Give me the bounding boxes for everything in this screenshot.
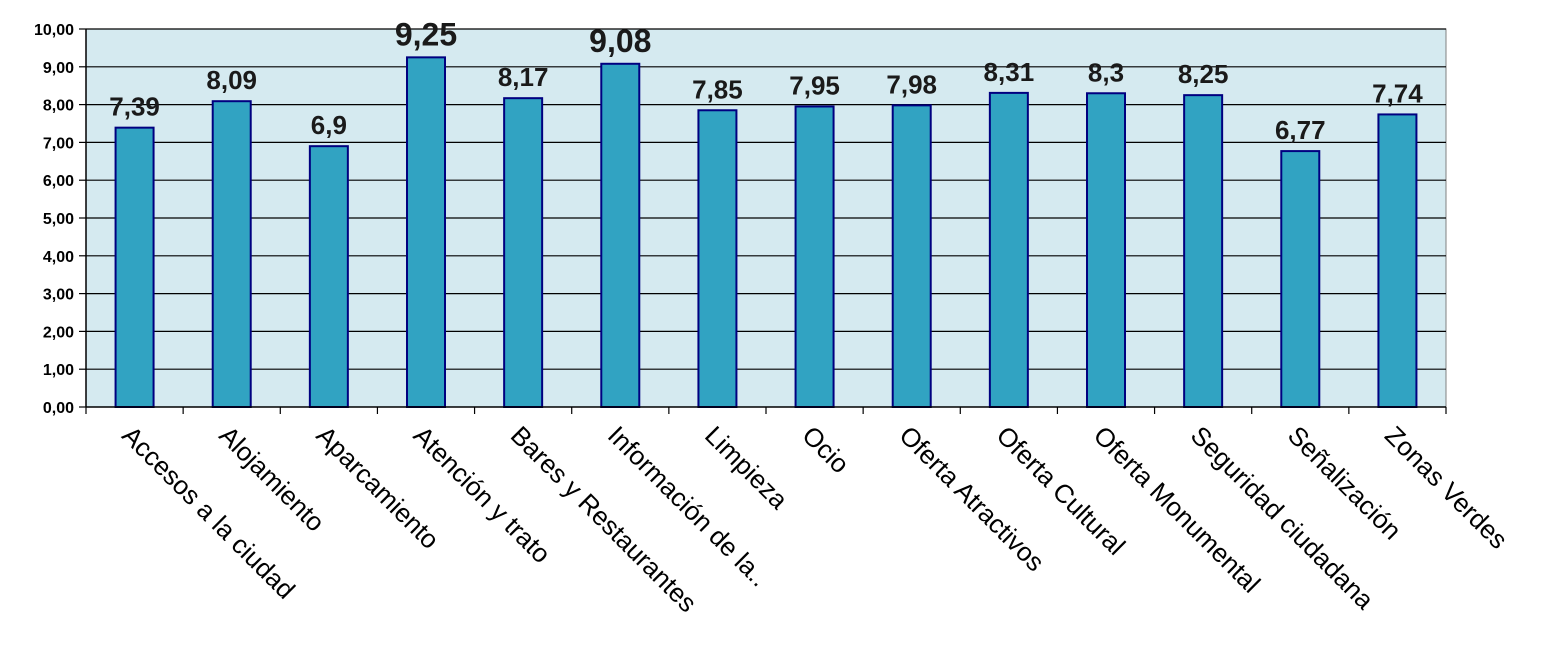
data-label: 7,98 (886, 69, 937, 99)
bar (1280, 150, 1321, 408)
data-label: 7,95 (789, 70, 840, 100)
data-label: 8,31 (984, 57, 1035, 87)
y-tick-label: 0,00 (43, 400, 74, 417)
data-label: 9,08 (589, 23, 651, 59)
data-label: 7,74 (1372, 78, 1423, 108)
bar (1183, 94, 1224, 409)
data-label: 8,25 (1178, 59, 1229, 89)
bar (600, 62, 641, 408)
y-tick-label: 7,00 (43, 135, 74, 152)
bar (1086, 92, 1126, 408)
y-tick-label: 3,00 (43, 287, 74, 304)
bar (891, 104, 932, 409)
bar (114, 126, 155, 409)
data-labels: 7,39 8,09 6,9 9,25 8,17 9,08 7,85 7,95 7,98 8,31 8… (109, 16, 1423, 145)
bar (406, 56, 446, 408)
x-tick-label: Información de la.. (602, 420, 774, 592)
x-tick-label: Zonas Verdes (1379, 420, 1514, 555)
bar (988, 91, 1029, 409)
x-tick-label: Oferta Monumental (1088, 420, 1267, 599)
y-tick-label: 2,00 (43, 324, 74, 341)
data-label: 8,17 (498, 62, 549, 92)
bar (308, 145, 349, 408)
x-tick-label: Bares y Restaurantes (505, 420, 703, 618)
x-tick-label: Limpieza (699, 420, 794, 515)
y-tick-label: 1,00 (43, 362, 74, 379)
bar (503, 97, 544, 408)
bar (697, 109, 738, 409)
y-tick-label: 6,00 (43, 173, 74, 190)
bar (1377, 113, 1418, 408)
data-label: 6,77 (1275, 115, 1326, 145)
y-tick-label: 5,00 (43, 211, 74, 228)
bar (211, 100, 252, 408)
bar (794, 105, 835, 409)
y-tick-labels: 0,00 1,00 2,00 3,00 4,00 5,00 6,00 7,00 8,00 9,00… (34, 22, 74, 417)
x-tick-labels: Accesos a la ciudadAlojamientoAparcamien… (116, 420, 1514, 618)
x-tick-label: Accesos a la ciudad (116, 420, 301, 605)
data-label: 9,25 (395, 16, 457, 52)
data-label: 8,09 (206, 65, 257, 95)
data-label: 7,39 (109, 92, 160, 122)
axes (79, 28, 1447, 414)
y-tick-label: 10,00 (34, 22, 74, 39)
data-label: 6,9 (311, 110, 347, 140)
x-tick-label: Ocio (796, 420, 855, 479)
x-tick-label: Seguridad ciudadana (1185, 420, 1380, 615)
data-label: 8,3 (1088, 57, 1124, 87)
y-tick-label: 4,00 (43, 249, 74, 266)
y-tick-label: 8,00 (43, 98, 74, 115)
y-tick-label: 9,00 (43, 60, 74, 77)
data-label: 7,85 (692, 74, 743, 104)
